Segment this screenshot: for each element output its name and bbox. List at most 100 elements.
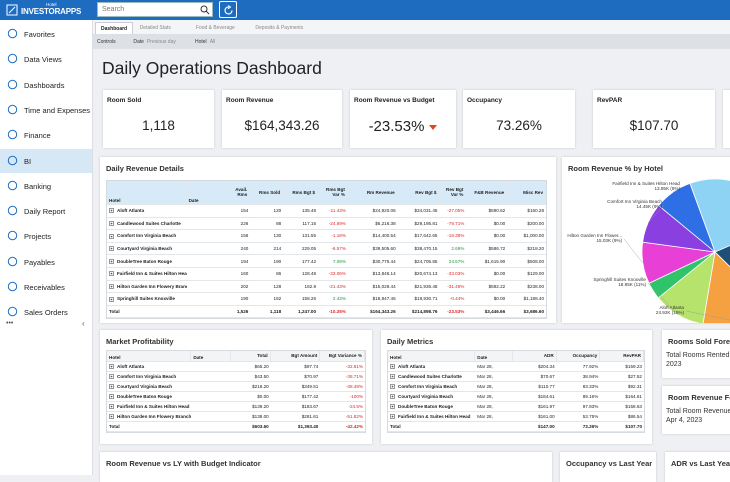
table: Hotel Date Total Bgt Amount Bgt Variance % + A… [106,350,366,433]
total-row: Total $147.00 73.26% $107.70 [388,422,644,432]
leader-line [685,310,730,321]
column-header: Bgt Variance % [320,351,365,361]
nav-item[interactable]: Daily Report [0,199,92,223]
filter[interactable]: Controls [97,39,116,45]
search-placeholder: Search [102,6,125,13]
table-cell: 1,526 [236,309,249,315]
nav-icon [7,54,18,64]
nav-item[interactable]: Sales Orders [0,300,92,324]
nav-item[interactable]: BI [0,148,92,173]
nav-icon [7,205,18,216]
forecast-text: Total Room Revenue f [666,408,730,415]
leader-line [623,238,644,264]
table-cell: $238.00 [527,283,545,289]
refresh-button[interactable] [219,1,237,18]
nav-label: Payables [24,257,55,267]
sidebar: ••• ‹ Favorites Data Views Dashboards Time … [0,20,93,475]
column-header: Rev Bgt $ [398,181,440,204]
hotel-cell: + Hilton Garden Inn Flowery Branch [107,414,191,420]
nav-icon [7,180,18,190]
table-cell: $590.62 [488,208,506,214]
table-cell: 158.26 [301,296,317,302]
nav-item[interactable]: Projects [0,224,92,248]
table-cell: 160 [240,271,249,277]
kpi-value: $107.70 [593,118,715,133]
nav-label: Daily Report [24,207,66,217]
table-cell: 73.26% [582,424,599,429]
nav-item[interactable]: Dashboards [0,73,92,97]
table-row: + Aloft Atlanta Mar 28, $204.34 77.92% $159.2… [388,362,644,372]
table-cell: 1,247.00 [298,309,317,315]
nav-item[interactable]: Payables [0,250,92,274]
nav-item[interactable]: Favorites [0,22,92,46]
hotel-name: Aloft Atlanta [117,208,145,214]
nav-item[interactable]: Finance [0,123,92,147]
table-cell: 86 [276,271,282,277]
slice-value-label: 24.92K (15%) [656,310,685,315]
tab[interactable]: Deposits & Payments [255,25,304,31]
tab[interactable]: Dashboard [95,22,134,34]
column-header: Date [191,351,232,361]
table-cell: -78.71% [447,220,465,226]
search-icon [200,5,210,15]
expand-icon: + [390,394,395,400]
nav-icon [7,307,18,317]
column-header: Rms Bgt Var % [318,181,348,204]
table-row: + Aloft Atlanta $65.20 $97.74 -32.81% [107,362,365,372]
nav-item[interactable]: Time and Expenses [0,98,92,122]
table-row: + Hilton Garden Inn Flowery Branch $138.00… [107,412,365,422]
tab[interactable]: Food & Beverage [195,25,235,31]
table-cell: $43.50 [254,374,269,379]
search-box[interactable]: Search [97,2,213,17]
table-cell: -31.49% [447,283,465,289]
filter[interactable]: Hotel All [195,39,215,45]
table-cell: -6.57% [331,246,346,252]
kpi-label: Room Revenue [226,97,274,104]
nav-item[interactable]: Banking [0,174,92,198]
table-cell: $138.00 [252,414,269,419]
hotel-cell: + Aloft Atlanta [388,364,475,370]
filter[interactable]: Date Previous day [133,39,175,45]
panel-title: Market Profitability [106,337,174,346]
table-cell: $70.97 [304,374,319,379]
table-cell: $24,920.06 [372,208,396,214]
table-cell: 229.05 [301,246,317,252]
table-row: + Fairfield Inn & Suites Hilton Head Mar 2… [388,412,644,422]
column-header: Rms Sold [250,181,284,204]
column-header: Rm Revenue [348,181,398,204]
table-cell: $184.61 [538,394,555,399]
hotel-cell: + Fairfield Inn & Suites Hilton Head [388,413,475,420]
hotel-name: DoubleTree Baton Rouge [398,403,453,409]
nav-item[interactable]: Receivables [0,275,92,299]
table-cell: $21,936.48 [414,283,438,289]
panel-title: ADR vs Last Year [671,459,730,468]
table-row: + Candlewood Suites Charlotte 226 88 117.15 -… [107,218,546,231]
hotel-name: Fairfield Inn & Suites Hilton Head [398,413,471,419]
table-row: + Fairfield Inn & Suites Hilton Head $139.… [107,402,365,412]
panel-title: Daily Revenue Details [106,164,184,173]
table-row: + Comfort Inn Virginia Beach Mar 28, $110.7… [388,382,644,392]
more-dots[interactable]: ••• [6,320,14,327]
expand-icon: + [109,296,114,302]
nav-label: Sales Orders [24,308,68,318]
collapse-button[interactable]: ‹ [82,319,85,328]
table-cell: $1,615.90 [484,258,506,264]
column-header: Rev Bgt Var % [439,181,467,204]
table-cell: $164,343.26 [370,309,396,315]
table-cell: $24,705.85 [414,258,438,264]
nav-item[interactable]: Data Views [0,47,92,71]
table-cell: 7.09% [332,258,346,264]
tab[interactable]: Detailed Stats [139,25,171,31]
table-cell: $218.20 [527,246,545,252]
table-cell: $3,446.66 [484,309,506,315]
slice-label: Springhill Suites Knoxville [593,277,646,282]
hotel-name: Courtyard Virginia Beach [117,383,173,389]
kpi-label: Occupancy [467,97,503,104]
table-cell: $158.63 [625,404,642,409]
table-cell: 214 [273,246,282,252]
table-cell: $27.52 [627,374,642,379]
nav-label: Time and Expenses [24,105,91,115]
table-cell: -51.82% [345,414,363,419]
forecast-text: Total Rooms Rented in [666,352,730,359]
